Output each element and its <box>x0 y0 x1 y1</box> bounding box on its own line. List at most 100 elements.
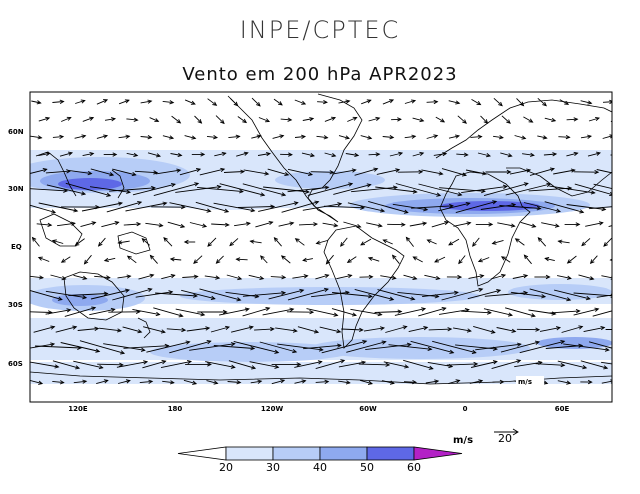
wind-vector <box>179 168 201 176</box>
wind-vector-head <box>190 100 196 105</box>
wind-vector-head <box>66 308 72 313</box>
wind-vector-head <box>564 100 570 105</box>
lon-label: 60W <box>359 405 377 413</box>
wind-vector-head <box>556 208 562 213</box>
wind-vector-head <box>294 238 300 243</box>
wind-vector <box>602 101 612 103</box>
wind-vector-head <box>440 118 446 123</box>
wind-vector <box>504 307 536 317</box>
colorbar-high-triangle <box>413 446 463 461</box>
wind-vector-head <box>180 223 186 228</box>
wind-vector <box>109 187 155 192</box>
wind-vector <box>455 200 497 214</box>
wind-vector <box>287 186 329 193</box>
wind-vector-head <box>185 340 191 345</box>
wind-vector-head <box>265 307 271 312</box>
wind-vector-head <box>309 153 316 158</box>
wind-vector <box>74 135 86 139</box>
wind-vector <box>258 117 270 122</box>
wind-vector <box>422 291 458 298</box>
header-title: INPE/CPTEC <box>239 16 401 44</box>
wind-vector-head <box>570 168 576 173</box>
wind-vector-head <box>323 100 328 105</box>
wind-vector-head <box>75 365 81 370</box>
wind-vector <box>254 328 274 331</box>
wind-vector-head <box>329 170 335 175</box>
lon-label: 60E <box>555 405 570 413</box>
wind-vector-head <box>618 153 622 157</box>
wind-vector-head <box>143 360 149 365</box>
wind-vector <box>497 222 515 227</box>
wind-vector <box>561 326 583 333</box>
wind-vector-head <box>395 168 401 173</box>
wind-vector <box>147 152 161 157</box>
wind-vector <box>30 361 59 368</box>
wind-vector-head <box>80 99 86 104</box>
wind-vector <box>189 343 235 351</box>
wind-vector <box>544 117 556 122</box>
lat-label: 60S <box>8 360 23 368</box>
colorbar-tick-label: 40 <box>313 461 327 474</box>
wind-vector <box>223 171 245 173</box>
wind-vector <box>52 360 80 369</box>
wind-vector <box>277 343 323 351</box>
wind-vector-head <box>154 118 160 123</box>
wind-vector-head <box>133 152 139 158</box>
wind-vector <box>549 185 595 194</box>
wind-vector <box>412 117 424 122</box>
wind-vector <box>472 237 480 247</box>
wind-vector <box>199 288 241 301</box>
wind-vector <box>292 275 308 279</box>
wind-vector-head <box>367 380 373 385</box>
wind-vector <box>30 275 44 279</box>
wind-vector-head <box>587 379 593 385</box>
wind-vector <box>81 202 123 212</box>
wind-vector-head <box>461 172 468 177</box>
wind-vector <box>593 183 612 190</box>
wind-vector <box>303 258 313 261</box>
wind-vector <box>219 308 249 316</box>
wind-vector-head <box>170 274 176 279</box>
wind-vector-head <box>38 380 44 385</box>
wind-vector-head <box>471 349 477 354</box>
wind-vector-head <box>506 169 512 175</box>
wind-vector-head <box>367 256 373 261</box>
wind-vector-head <box>337 202 343 207</box>
wind-vector-head <box>221 151 227 157</box>
wind-vector-head <box>560 363 566 368</box>
wind-vector-head <box>82 275 88 280</box>
lat-label: 30N <box>8 185 24 193</box>
wind-vector <box>468 275 484 279</box>
wind-vector-head <box>477 258 483 263</box>
wind-vector <box>248 274 264 280</box>
wind-vector-head <box>110 307 116 313</box>
wind-vector <box>519 340 565 354</box>
wind-vector-head <box>240 169 246 174</box>
wind-vector <box>585 222 603 227</box>
wind-vector-head <box>351 168 357 173</box>
wind-vector-head <box>287 117 293 122</box>
wind-vector-head <box>119 362 124 367</box>
wind-vector <box>559 99 569 105</box>
wind-vector-head <box>324 273 330 279</box>
wind-vector-head <box>215 275 221 280</box>
wind-vector-head <box>251 365 257 370</box>
wind-vector <box>453 222 471 227</box>
wind-vector <box>424 274 440 280</box>
wind-vector-head <box>302 257 308 262</box>
wind-vector <box>411 205 453 209</box>
wind-vector-head <box>491 240 497 245</box>
wind-vector-head <box>213 135 219 140</box>
wind-vector-head <box>412 275 418 280</box>
wind-vector-head <box>366 99 372 104</box>
wind-vector-head <box>389 135 395 140</box>
wind-vector-head <box>521 135 527 140</box>
wind-vector <box>441 168 467 176</box>
wind-vector <box>361 99 371 105</box>
wind-vector-head <box>498 135 504 140</box>
wind-vector-head <box>359 327 364 333</box>
wind-vector-head <box>477 134 483 139</box>
wind-vector-head <box>551 117 557 123</box>
wind-vector-head <box>423 326 429 331</box>
wind-vector <box>524 254 532 265</box>
